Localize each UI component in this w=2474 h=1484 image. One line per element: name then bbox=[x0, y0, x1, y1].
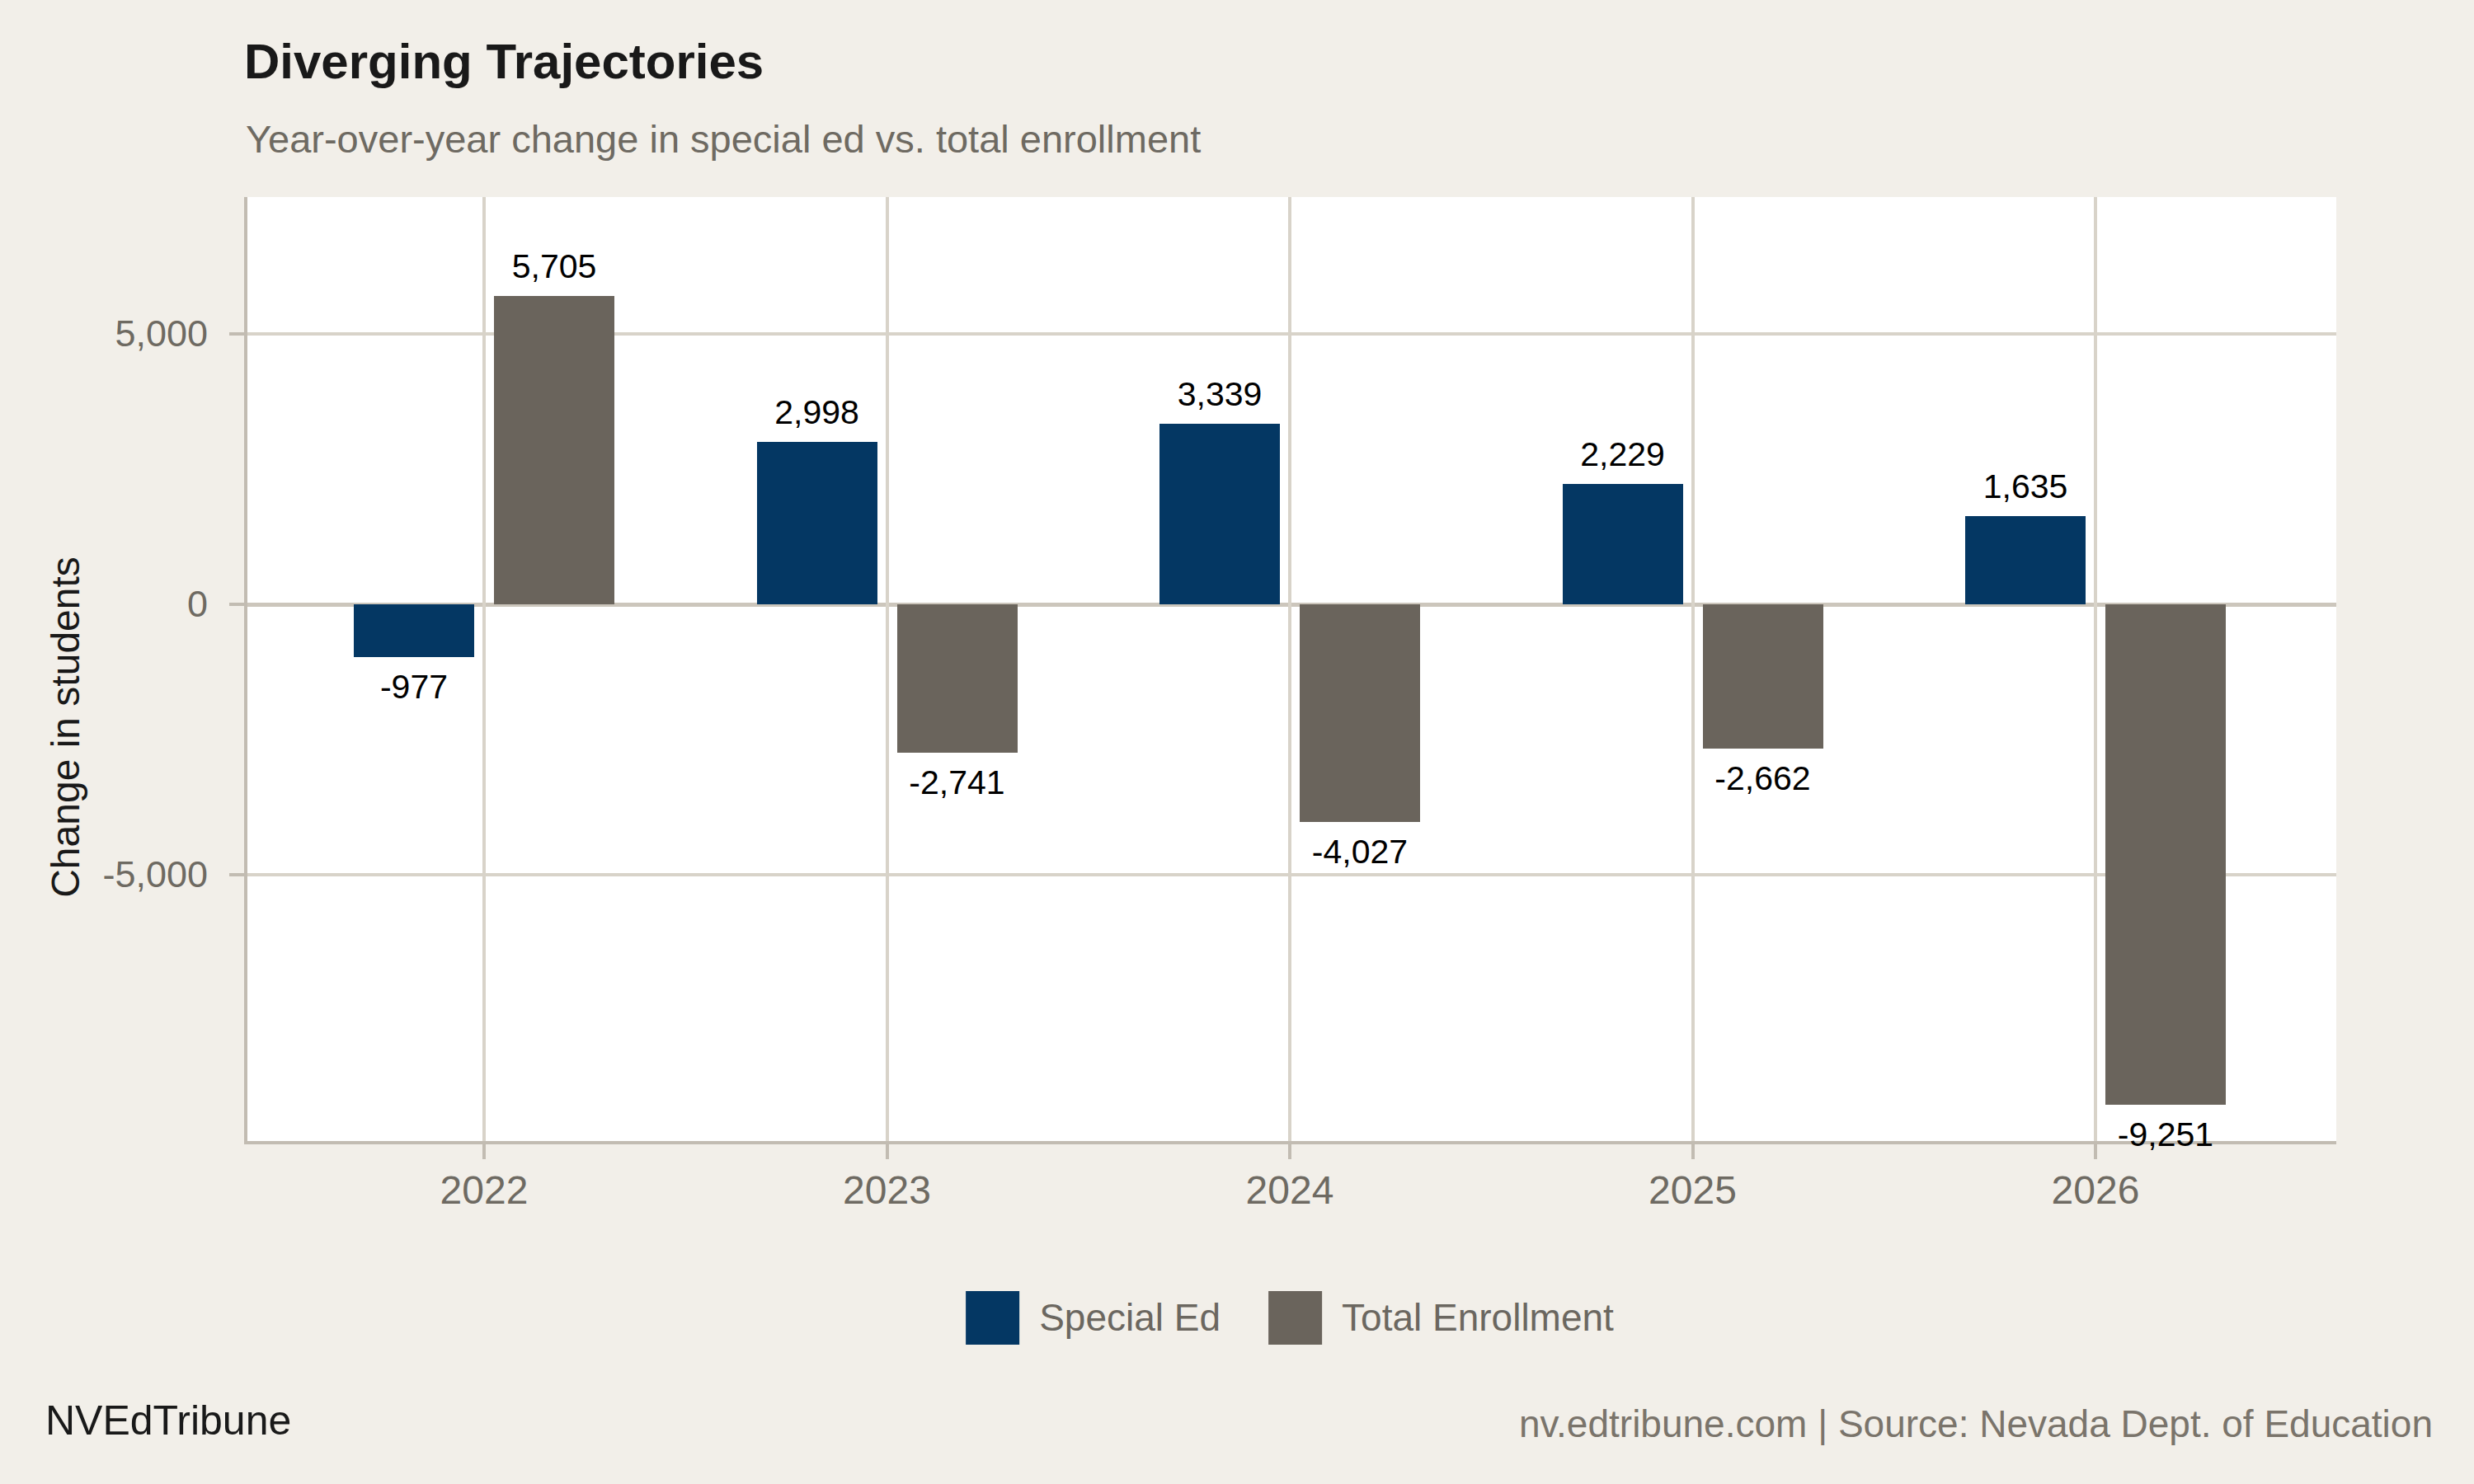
bar-special-ed-2026 bbox=[1965, 516, 2086, 604]
bar-value-label: -9,251 bbox=[2042, 1115, 2289, 1154]
legend-swatch-special-ed bbox=[966, 1291, 1019, 1345]
legend-swatch-total-enrollment bbox=[1268, 1291, 1322, 1345]
bar-value-label: 3,339 bbox=[1096, 374, 1343, 414]
bar-value-label: -2,741 bbox=[834, 763, 1081, 802]
legend: Special Ed Total Enrollment bbox=[966, 1291, 1614, 1345]
y-tick-label: 5,000 bbox=[30, 309, 208, 359]
chart-title: Diverging Trajectories bbox=[244, 30, 764, 94]
y-tick-label: -5,000 bbox=[30, 850, 208, 899]
y-axis-title: Change in students bbox=[41, 397, 91, 1057]
x-tick-label: 2023 bbox=[764, 1167, 1011, 1214]
x-axis-tick bbox=[482, 1143, 486, 1159]
bar-special-ed-2024 bbox=[1159, 424, 1280, 604]
bar-total-enrollment-2026 bbox=[2105, 604, 2226, 1105]
x-axis-tick bbox=[886, 1143, 889, 1159]
y-axis-tick bbox=[229, 332, 244, 336]
bar-value-label: -4,027 bbox=[1236, 832, 1484, 871]
bar-value-label: 2,229 bbox=[1499, 434, 1747, 474]
legend-label-special-ed: Special Ed bbox=[1019, 1291, 1221, 1345]
v-gridline bbox=[1288, 197, 1291, 1143]
x-axis-line bbox=[244, 1141, 2336, 1144]
y-tick-label: 0 bbox=[30, 580, 208, 629]
bar-value-label: -2,662 bbox=[1639, 758, 1887, 798]
bar-special-ed-2025 bbox=[1563, 484, 1683, 604]
v-gridline bbox=[886, 197, 889, 1143]
v-gridline bbox=[1691, 197, 1695, 1143]
x-axis-tick bbox=[1691, 1143, 1695, 1159]
y-axis-tick bbox=[229, 603, 244, 606]
x-tick-label: 2022 bbox=[360, 1167, 608, 1214]
legend-label-total-enrollment: Total Enrollment bbox=[1322, 1291, 1614, 1345]
footer-source-attribution: nv.edtribune.com | Source: Nevada Dept. … bbox=[1519, 1400, 2433, 1448]
v-gridline bbox=[2094, 197, 2097, 1143]
chart-canvas: Diverging Trajectories Year-over-year ch… bbox=[0, 0, 2474, 1484]
x-tick-label: 2025 bbox=[1569, 1167, 1817, 1214]
bar-value-label: -977 bbox=[290, 667, 538, 707]
bar-special-ed-2023 bbox=[757, 442, 877, 604]
y-axis-line bbox=[244, 197, 247, 1143]
bar-value-label: 5,705 bbox=[430, 247, 678, 286]
legend-item-special-ed: Special Ed bbox=[966, 1291, 1221, 1345]
x-tick-label: 2024 bbox=[1166, 1167, 1413, 1214]
plot-panel: 5,0000-5,00020222023202420252026-9772,99… bbox=[244, 197, 2336, 1143]
y-axis-tick bbox=[229, 873, 244, 876]
bar-total-enrollment-2023 bbox=[897, 604, 1018, 753]
bar-special-ed-2022 bbox=[354, 604, 474, 657]
bar-total-enrollment-2024 bbox=[1300, 604, 1420, 822]
x-tick-label: 2026 bbox=[1972, 1167, 2219, 1214]
footer-brand: NVEdTribune bbox=[45, 1395, 291, 1446]
bar-total-enrollment-2022 bbox=[494, 296, 614, 604]
x-axis-tick bbox=[1288, 1143, 1291, 1159]
chart-subtitle: Year-over-year change in special ed vs. … bbox=[246, 114, 1201, 165]
bar-value-label: 1,635 bbox=[1902, 467, 2149, 506]
legend-item-total-enrollment: Total Enrollment bbox=[1268, 1291, 1614, 1345]
bar-value-label: 2,998 bbox=[694, 392, 941, 432]
bar-total-enrollment-2025 bbox=[1703, 604, 1823, 749]
